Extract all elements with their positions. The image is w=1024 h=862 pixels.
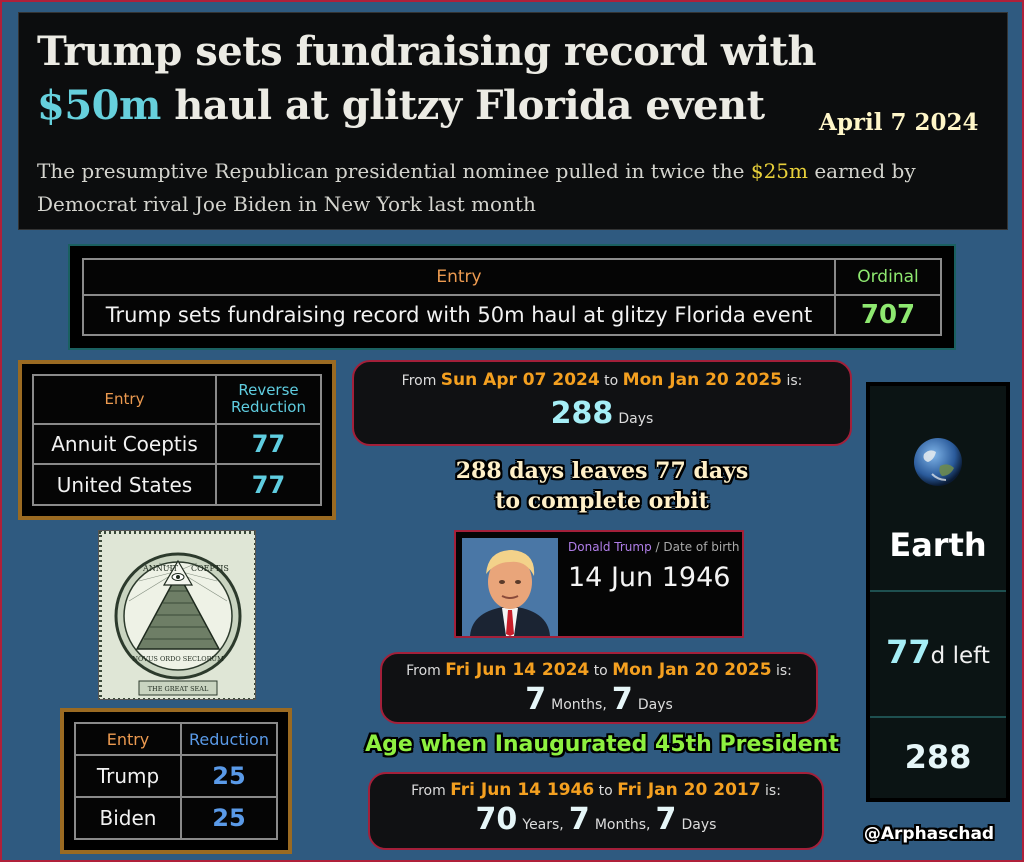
days-left: 77d left	[870, 590, 1006, 714]
date-range: From Fri Jun 14 2024 to Mon Jan 20 2025 …	[382, 660, 816, 680]
great-seal-pyramid-image: ANNUIT COEPTIS NOVUS ORDO SECLORUM THE G…	[98, 530, 256, 700]
months-value: 7	[568, 802, 590, 837]
months-unit: Months,	[551, 697, 607, 713]
article-header: Trump sets fundraising record with $50m …	[18, 12, 1008, 230]
value-cell: 707	[834, 294, 942, 336]
days-value: 288	[550, 396, 614, 431]
value-cell: 77	[215, 463, 322, 506]
seal-icon: ANNUIT COEPTIS NOVUS ORDO SECLORUM THE G…	[99, 531, 255, 699]
person-portrait-icon	[462, 538, 558, 636]
headline-highlight: $50m	[37, 82, 161, 129]
date-calc-age-box: From Fri Jun 14 1946 to Fri Jan 20 2017 …	[368, 772, 824, 850]
months-unit: Months,	[594, 817, 651, 833]
person-card: Donald Trump / Date of birth 14 Jun 1946	[454, 530, 744, 638]
days-unit: Days	[681, 817, 717, 833]
days-unit: Days	[618, 411, 654, 427]
seal-motto: NOVUS ORDO SECLORUM	[132, 655, 224, 663]
end-date: Fri Jan 20 2017	[617, 780, 761, 800]
entry-cell: Trump sets fundraising record with 50m h…	[82, 294, 836, 336]
headline-text: Trump sets fundraising record with	[37, 28, 817, 75]
entry-cell: Trump	[74, 754, 182, 798]
column-header-entry: Entry	[82, 258, 836, 296]
duration-result: 288 Days	[354, 396, 850, 431]
portrait-image	[462, 538, 558, 636]
end-date: Mon Jan 20 2025	[622, 370, 782, 390]
end-date: Mon Jan 20 2025	[612, 660, 772, 680]
column-header-entry: Entry	[74, 722, 182, 756]
from-label: From	[411, 783, 446, 799]
entry-cell: United States	[32, 463, 217, 506]
days-value: 7	[611, 682, 633, 717]
days-left-unit: d left	[930, 643, 990, 669]
person-name-link[interactable]: Donald Trump	[568, 540, 652, 554]
to-label: to	[598, 783, 613, 799]
value-cell: 25	[180, 754, 278, 798]
headline: Trump sets fundraising record with $50m …	[37, 25, 937, 133]
table-row: Biden 25	[74, 796, 278, 840]
duration-result: 70 Years, 7 Months, 7 Days	[370, 802, 822, 837]
dob-label: / Date of birth	[651, 540, 740, 554]
from-label: From	[406, 663, 441, 679]
column-header-reduction: Reduction	[180, 722, 278, 756]
author-handle: @Arphaschad	[863, 824, 995, 844]
caption-line1: 288 days leaves 77 days	[455, 458, 749, 484]
seal-top-text-2: COEPTIS	[191, 564, 229, 573]
ordinal-table: Entry Ordinal Trump sets fundraising rec…	[68, 244, 956, 350]
is-label: is:	[775, 663, 792, 679]
value-cell: 77	[215, 422, 322, 466]
table-row: Annuit Coeptis 77	[32, 422, 322, 466]
column-header-ordinal: Ordinal	[834, 258, 942, 296]
reduction-table: Entry Reduction Trump 25 Biden 25	[60, 708, 292, 854]
days-elapsed: 288	[870, 716, 1006, 798]
value-cell: 25	[180, 796, 278, 840]
days-left-value: 77	[886, 633, 931, 671]
standfirst-text-end: earned by Democrat rival Joe Biden in Ne…	[37, 159, 916, 216]
table-row: Trump 25	[74, 754, 278, 798]
standfirst: The presumptive Republican presidential …	[37, 155, 997, 221]
date-calc-months-box: From Fri Jun 14 2024 to Mon Jan 20 2025 …	[380, 652, 818, 724]
date-of-birth: 14 Jun 1946	[568, 562, 731, 593]
years-unit: Years,	[522, 817, 564, 833]
years-value: 70	[475, 802, 518, 837]
start-date: Fri Jun 14 1946	[450, 780, 595, 800]
to-label: to	[604, 373, 619, 389]
column-header-reverse-reduction: Reverse Reduction	[215, 374, 322, 425]
from-label: From	[401, 373, 437, 389]
column-header-entry: Entry	[32, 374, 217, 425]
days-value: 7	[655, 802, 677, 837]
date-range: From Sun Apr 07 2024 to Mon Jan 20 2025 …	[354, 370, 850, 390]
column-header-line1: Reverse	[238, 381, 299, 400]
months-value: 7	[525, 682, 547, 717]
column-header-line2: Reduction	[231, 398, 306, 417]
is-label: is:	[786, 373, 803, 389]
table-row: United States 77	[32, 463, 322, 506]
inauguration-caption: Age when Inaugurated 45th President	[365, 732, 839, 757]
date-calc-days-box: From Sun Apr 07 2024 to Mon Jan 20 2025 …	[352, 360, 852, 446]
reverse-reduction-table: Entry Reverse Reduction Annuit Coeptis 77…	[18, 360, 336, 520]
start-date: Sun Apr 07 2024	[440, 370, 600, 390]
person-name-line: Donald Trump / Date of birth	[568, 540, 739, 554]
table-row: Trump sets fundraising record with 50m h…	[82, 294, 942, 336]
standfirst-text: The presumptive Republican presidential …	[37, 159, 751, 183]
duration-result: 7 Months, 7 Days	[382, 682, 816, 717]
orbit-caption: 288 days leaves 77 days to complete orbi…	[402, 456, 802, 516]
entry-cell: Biden	[74, 796, 182, 840]
earth-globe-icon	[914, 438, 962, 486]
headline-text-end: haul at glitzy Florida event	[160, 82, 765, 129]
seal-caption: THE GREAT SEAL	[148, 685, 209, 693]
start-date: Fri Jun 14 2024	[445, 660, 590, 680]
to-label: to	[593, 663, 608, 679]
earth-orbit-panel: Earth 77d left 288	[866, 382, 1010, 802]
standfirst-highlight: $25m	[750, 159, 808, 183]
days-unit: Days	[637, 697, 673, 713]
planet-name: Earth	[889, 526, 987, 564]
caption-line2: to complete orbit	[495, 488, 709, 514]
is-label: is:	[765, 783, 781, 799]
article-date: April 7 2024	[819, 109, 979, 136]
entry-cell: Annuit Coeptis	[32, 422, 217, 466]
seal-top-text: ANNUIT	[142, 564, 179, 573]
date-range: From Fri Jun 14 1946 to Fri Jan 20 2017 …	[370, 780, 822, 800]
